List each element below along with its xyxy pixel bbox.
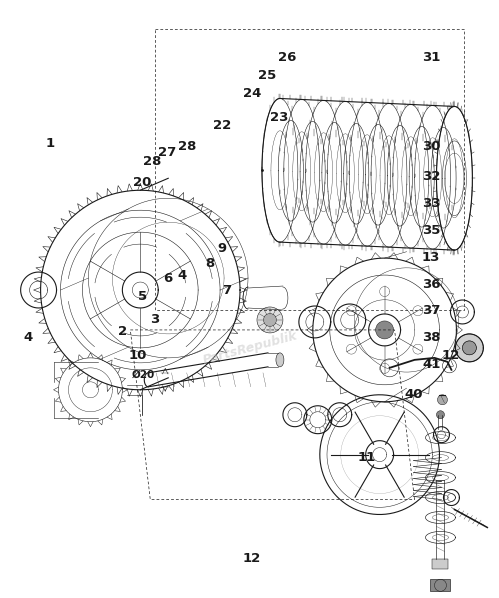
Text: 40: 40 bbox=[405, 388, 423, 401]
Text: 23: 23 bbox=[270, 111, 288, 124]
Text: 11: 11 bbox=[357, 451, 376, 463]
Text: 30: 30 bbox=[422, 141, 441, 153]
Text: 9: 9 bbox=[218, 242, 227, 255]
Ellipse shape bbox=[263, 313, 276, 327]
Text: 20: 20 bbox=[133, 176, 152, 189]
Text: Ø20: Ø20 bbox=[132, 370, 155, 380]
Text: 8: 8 bbox=[205, 257, 214, 270]
Text: 5: 5 bbox=[138, 289, 147, 303]
Circle shape bbox=[376, 321, 394, 339]
Text: 38: 38 bbox=[422, 331, 441, 344]
Text: 7: 7 bbox=[223, 283, 232, 297]
Text: PartsRepublik: PartsRepublik bbox=[201, 329, 299, 367]
Circle shape bbox=[438, 395, 448, 405]
Text: 4: 4 bbox=[178, 269, 187, 282]
Bar bbox=[431, 579, 451, 591]
Text: 1: 1 bbox=[46, 138, 55, 150]
Bar bbox=[433, 559, 449, 569]
Text: 31: 31 bbox=[422, 51, 440, 64]
Text: 2: 2 bbox=[118, 325, 127, 338]
Text: 28: 28 bbox=[143, 155, 162, 168]
Text: 41: 41 bbox=[422, 358, 440, 371]
Text: 3: 3 bbox=[150, 313, 160, 327]
Circle shape bbox=[463, 341, 477, 355]
Ellipse shape bbox=[257, 307, 283, 333]
Text: 35: 35 bbox=[422, 224, 440, 237]
Ellipse shape bbox=[276, 353, 284, 367]
Text: 12: 12 bbox=[442, 349, 460, 362]
Text: 6: 6 bbox=[163, 271, 172, 285]
Text: 37: 37 bbox=[422, 304, 440, 318]
Text: 4: 4 bbox=[23, 331, 33, 344]
Text: 22: 22 bbox=[213, 120, 231, 133]
Text: 25: 25 bbox=[258, 69, 276, 82]
Text: 33: 33 bbox=[422, 197, 441, 210]
Text: 24: 24 bbox=[243, 87, 261, 100]
Text: 27: 27 bbox=[158, 147, 177, 159]
Text: 36: 36 bbox=[422, 277, 441, 291]
Text: 13: 13 bbox=[422, 251, 440, 264]
Text: 26: 26 bbox=[277, 51, 296, 64]
Text: 10: 10 bbox=[128, 349, 147, 362]
Circle shape bbox=[456, 334, 484, 362]
Text: 28: 28 bbox=[178, 141, 197, 153]
Circle shape bbox=[437, 411, 445, 419]
Text: 12: 12 bbox=[243, 552, 261, 565]
Text: 32: 32 bbox=[422, 170, 440, 183]
